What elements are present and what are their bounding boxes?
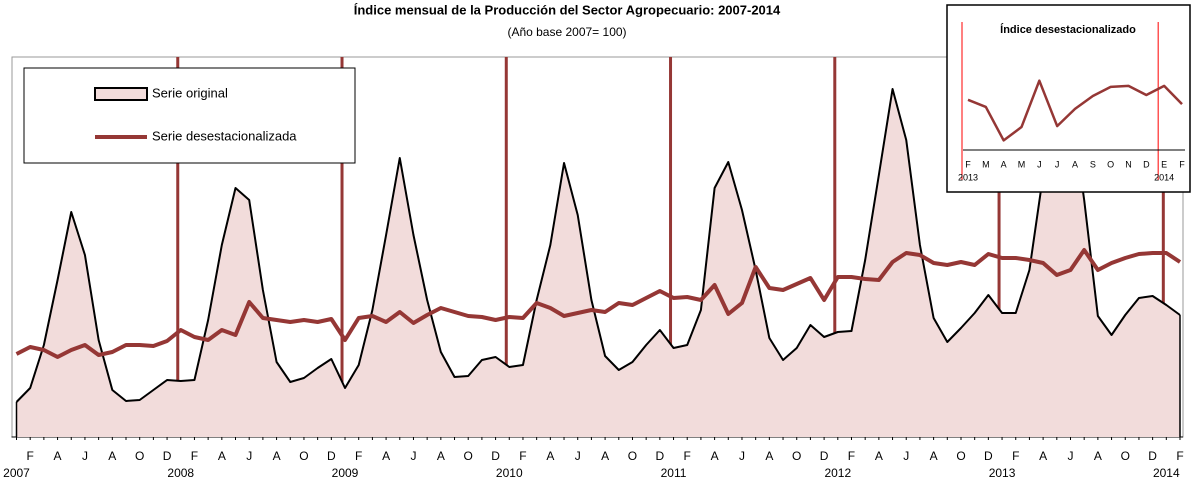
x-tick-label: M xyxy=(982,159,990,169)
x-tick-label: A xyxy=(875,449,883,463)
x-tick-label: D xyxy=(327,449,336,463)
series-area xyxy=(16,89,1180,437)
x-tick-label: N xyxy=(1125,159,1132,169)
x-tick-label: J xyxy=(1037,159,1042,169)
x-tick-label: O xyxy=(1107,159,1114,169)
x-group-label: 2014 xyxy=(1154,172,1174,182)
x-tick-label: J xyxy=(1067,449,1073,463)
x-tick-label: O xyxy=(792,449,801,463)
x-group-label: 2009 xyxy=(332,466,359,480)
series-line xyxy=(967,79,1183,142)
x-tick-label: D xyxy=(163,449,172,463)
x-tick-label: D xyxy=(820,449,829,463)
x-group-label: 2013 xyxy=(958,172,978,182)
legend-label: Serie original xyxy=(152,85,228,100)
x-tick-label: D xyxy=(1148,449,1157,463)
x-tick-label: J xyxy=(1055,159,1060,169)
x-tick-label: J xyxy=(739,449,745,463)
chart-subtitle: (Año base 2007= 100) xyxy=(507,25,626,39)
inset-plot: F M A M J J A S O N D E F 2013 2014 xyxy=(958,22,1185,182)
x-tick-label: J xyxy=(82,449,88,463)
x-tick-label: F xyxy=(519,449,526,463)
x-tick-label: A xyxy=(1094,449,1102,463)
x-tick-label: O xyxy=(628,449,637,463)
x-tick-label: O xyxy=(956,449,965,463)
x-group-label: 2014 xyxy=(1153,466,1180,480)
x-tick-label: A xyxy=(546,449,554,463)
x-tick-label: A xyxy=(1001,159,1007,169)
x-tick-label: J xyxy=(410,449,416,463)
x-tick-label: F xyxy=(848,449,855,463)
x-group-label: 2013 xyxy=(989,466,1016,480)
inset-title: Índice desestacionalizado xyxy=(1000,23,1136,36)
x-tick-label: O xyxy=(135,449,144,463)
x-group-label: 2007 xyxy=(3,466,30,480)
x-tick-label: A xyxy=(765,449,773,463)
x-tick-label: F xyxy=(1176,449,1183,463)
x-tick-label: O xyxy=(1121,449,1130,463)
x-tick-label: A xyxy=(382,449,390,463)
x-tick-label: F xyxy=(27,449,34,463)
x-group-label: 2010 xyxy=(496,466,523,480)
x-tick-label: F xyxy=(1012,449,1019,463)
x-tick-label: M xyxy=(1018,159,1026,169)
chart-title: Índice mensual de la Producción del Sect… xyxy=(354,2,781,17)
x-tick-label: J xyxy=(246,449,252,463)
x-tick-label: F xyxy=(191,449,198,463)
legend-label: Serie desestacionalizada xyxy=(152,128,297,143)
x-tick-label: A xyxy=(273,449,281,463)
x-tick-label: O xyxy=(464,449,473,463)
x-group-label: 2012 xyxy=(824,466,851,480)
x-group-label: 2011 xyxy=(661,466,687,480)
inset-box xyxy=(946,4,1191,193)
x-tick-label: A xyxy=(1072,159,1078,169)
x-tick-label: A xyxy=(108,449,116,463)
x-tick-label: A xyxy=(437,449,445,463)
x-tick-label: A xyxy=(711,449,719,463)
legend: Serie original Serie desestacionalizada xyxy=(23,67,356,164)
x-group-label: 2008 xyxy=(167,466,194,480)
x-tick-label: D xyxy=(656,449,665,463)
x-tick-label: E xyxy=(1161,159,1167,169)
x-tick-label: A xyxy=(54,449,62,463)
x-tick-label: F xyxy=(355,449,362,463)
x-tick-label: A xyxy=(1039,449,1047,463)
x-tick-label: J xyxy=(575,449,581,463)
main-plot: F A J A O D F A J A O D F A J A O D F A J A O D F A J A O D F A J A O D F A J A… xyxy=(3,57,1184,480)
x-tick-label: J xyxy=(903,449,909,463)
x-tick-label: D xyxy=(491,449,500,463)
x-tick-label: F xyxy=(1179,159,1185,169)
x-tick-label: A xyxy=(601,449,609,463)
series-line xyxy=(15,88,1181,403)
x-tick-label: D xyxy=(1143,159,1150,169)
x-tick-label: O xyxy=(299,449,308,463)
x-tick-label: S xyxy=(1090,159,1096,169)
legend-swatch xyxy=(94,87,148,101)
x-tick-label: F xyxy=(965,159,971,169)
legend-box xyxy=(23,67,356,164)
x-tick-label: A xyxy=(930,449,938,463)
series-line xyxy=(15,248,1182,359)
x-tick-label: A xyxy=(218,449,226,463)
x-tick-label: D xyxy=(984,449,993,463)
x-tick-label: F xyxy=(684,449,691,463)
